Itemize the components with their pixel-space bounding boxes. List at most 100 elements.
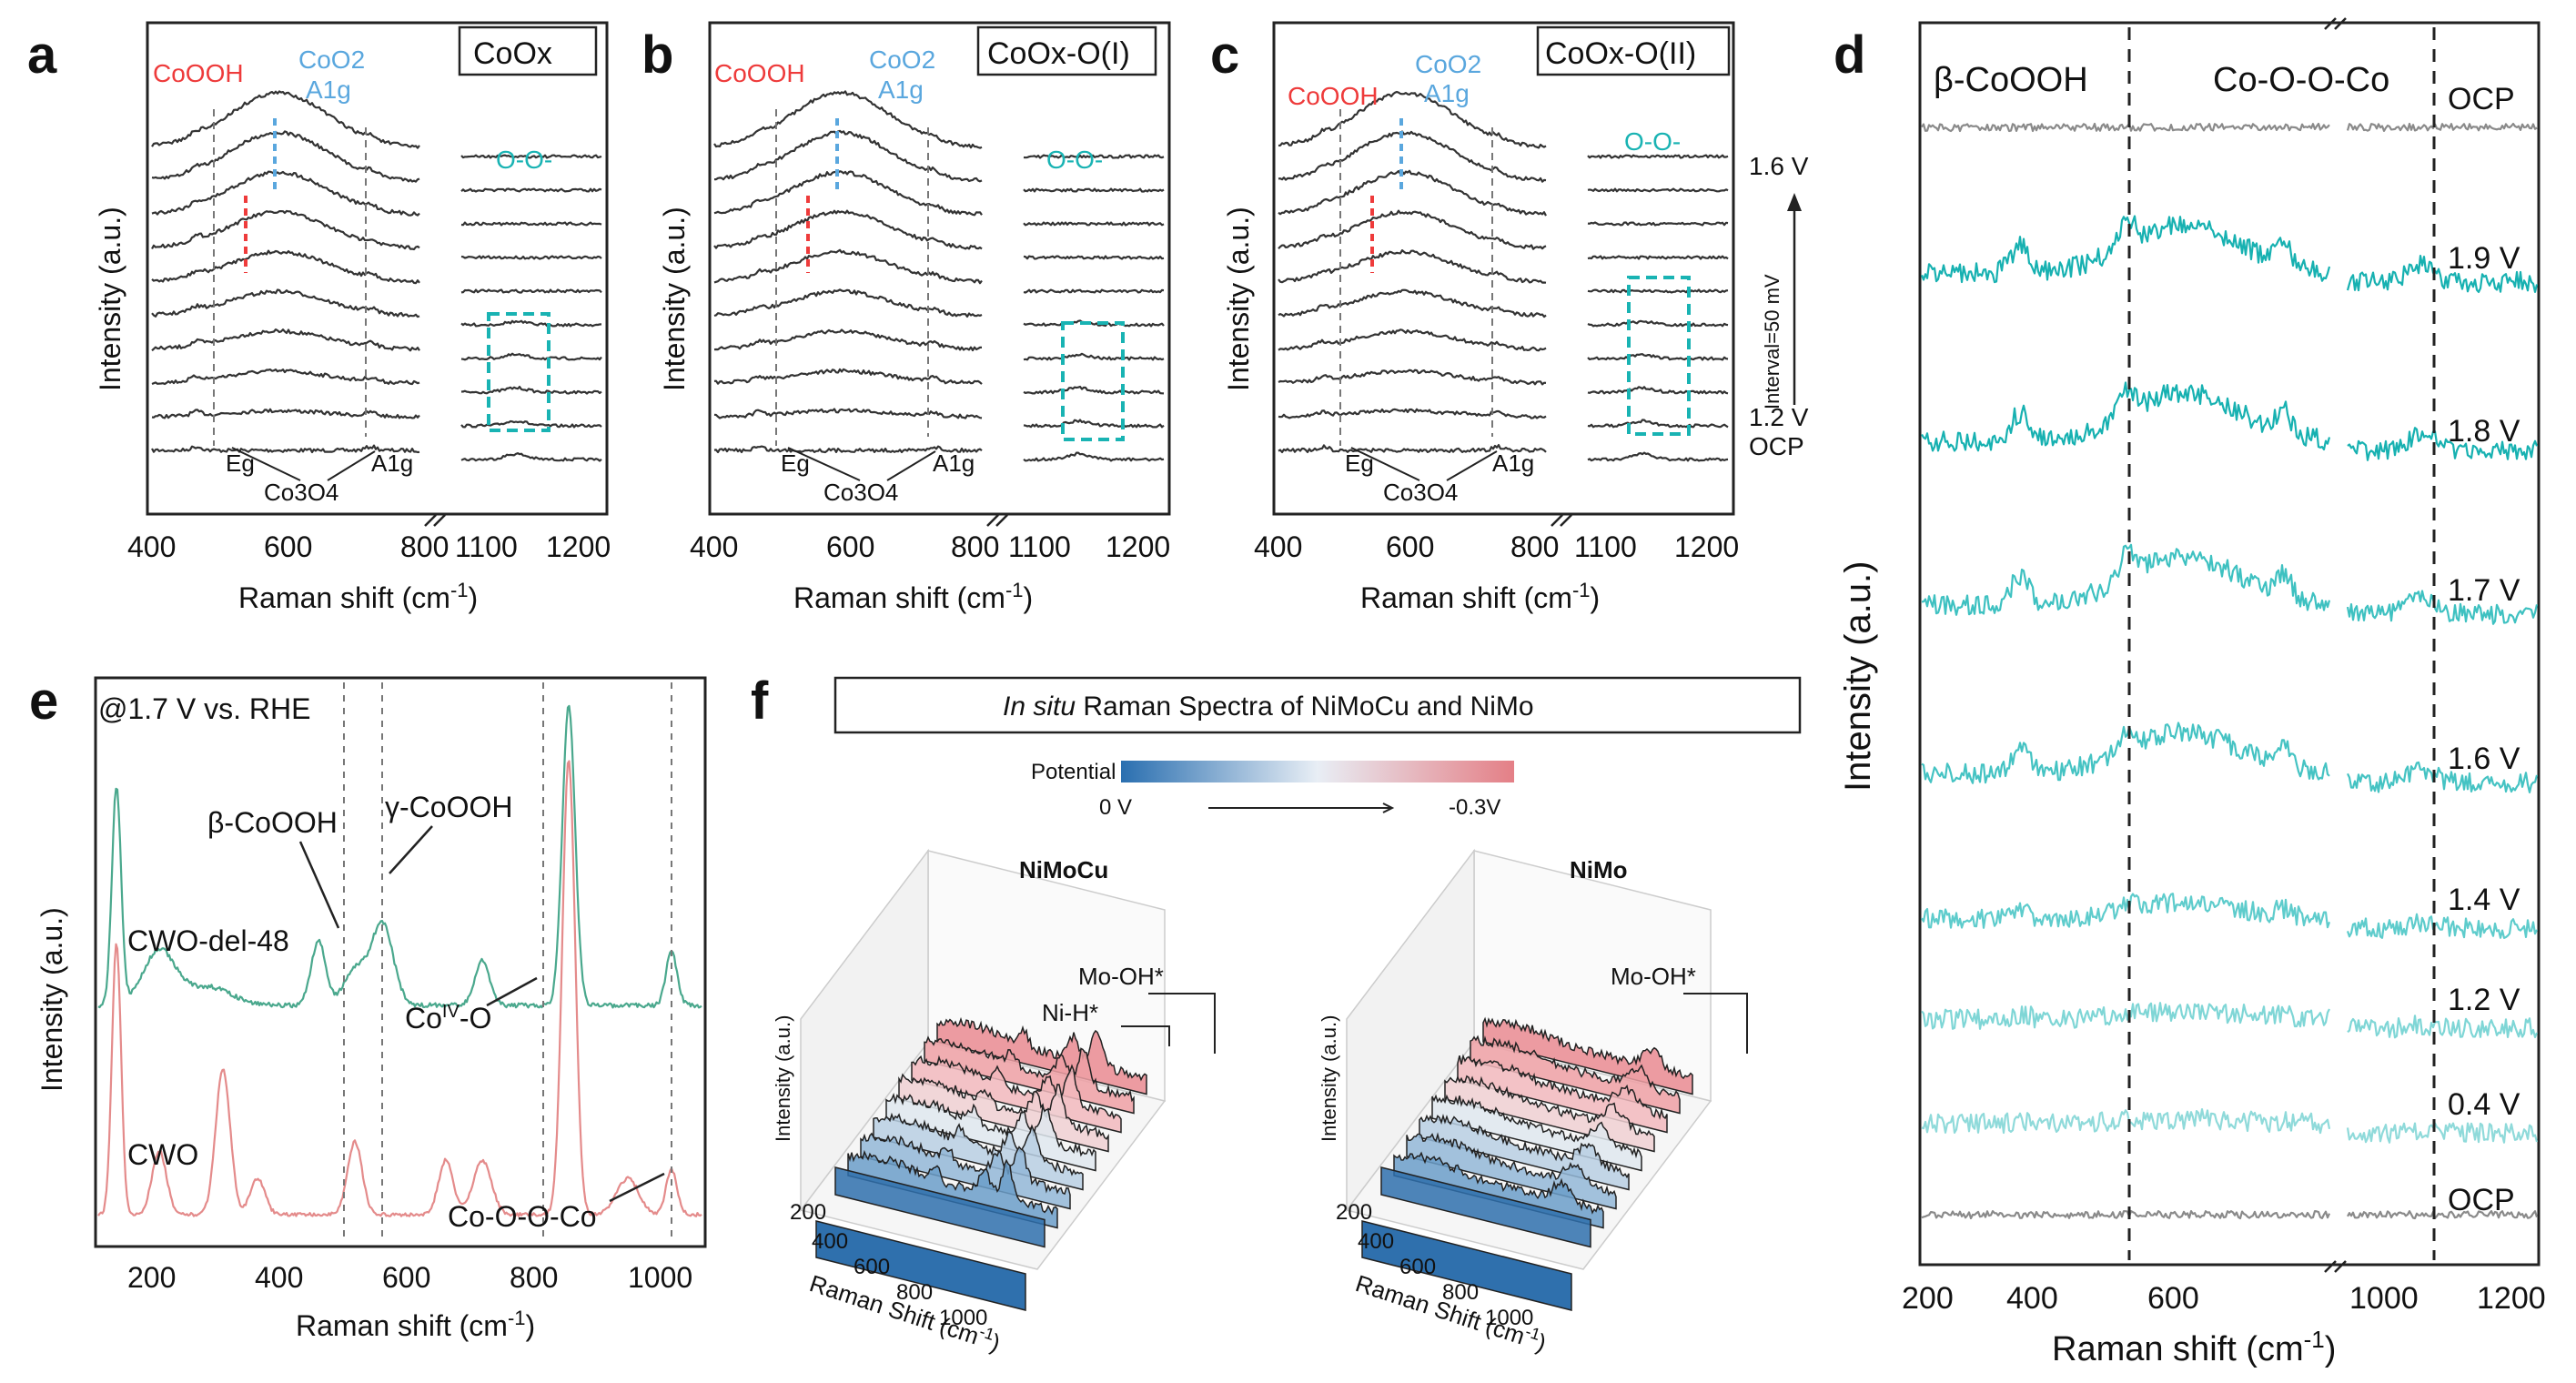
panel-f-left-tick-800: 800	[896, 1280, 933, 1305]
panel-a-oo-label: O-O-	[496, 146, 552, 174]
panel-f-right-tick-1000: 1000	[1485, 1306, 1533, 1330]
panel-a-trace-7-b	[460, 221, 602, 227]
panel-b-title: CoOx-O(I)	[987, 36, 1130, 71]
panel-a-trace-9-b	[460, 154, 602, 159]
panel-b-coo2-label: CoO2	[869, 45, 935, 74]
panel-c-trace-2-b	[1587, 386, 1729, 395]
panel-a-frame	[146, 21, 609, 516]
panel-f-right-tick-800: 800	[1442, 1280, 1479, 1305]
panel-a: a CoOx CoOOH CoO2 A1g O-O- Eg Co3O4 A1g …	[27, 21, 611, 614]
panel-a-trace-1-b	[460, 419, 602, 429]
panel-e-tick-400: 400	[255, 1261, 303, 1294]
panel-c-interval-arrowhead	[1787, 193, 1802, 211]
panel-b-trace-8-b	[1023, 187, 1165, 193]
panel-e-coooco-label: Co-O-O-Co	[448, 1200, 597, 1233]
panel-a-title-box	[458, 25, 598, 76]
panel-d-trace-7-a	[1921, 1108, 2331, 1135]
panel-b-trace-0-b	[1023, 451, 1165, 462]
panel-d-tick-600: 600	[2147, 1281, 2199, 1316]
panel-e-label: e	[29, 671, 58, 731]
panel-f-left-name: NiMoCu	[1019, 856, 1108, 883]
panel-c-ticks: 400 600 800 1100 1200	[1254, 530, 1739, 563]
panel-f-right-ylabel: Intensity (a.u.)	[1318, 1015, 1340, 1142]
panel-f-left-tick-1000: 1000	[939, 1306, 987, 1330]
panel-d-traces	[1920, 17, 2539, 1273]
panel-a-coo2-label: CoO2	[298, 45, 365, 74]
panel-b-tick-1200: 1200	[1106, 530, 1170, 563]
panel-c-coo2-label: CoO2	[1415, 50, 1481, 78]
panel-c-axis-break	[1551, 514, 1572, 527]
panel-e-coooco-arrow	[609, 1172, 665, 1203]
panel-c-title: CoOx-O(II)	[1545, 36, 1696, 71]
panel-b-trace-2-a	[713, 368, 983, 385]
panel-c-tick-1100: 1100	[1574, 530, 1637, 563]
panel-f-left-slice-6	[860, 1132, 1071, 1210]
panel-f-right-front-slab	[1361, 1220, 1572, 1311]
panel-c-tick-1200: 1200	[1674, 530, 1739, 563]
panel-d-trace-label-2: 1.8 V	[2448, 414, 2520, 449]
panel-f-left-ticks: 200 400 600 800 1000	[790, 1200, 987, 1330]
panel-f-left-tick-400: 400	[812, 1229, 848, 1254]
panel-a-tick-800: 800	[400, 530, 449, 563]
panel-c-cooh-label: CoOOH	[1288, 82, 1379, 110]
panel-b-traces	[713, 90, 1165, 527]
panel-d-trace-7-b	[2346, 1122, 2539, 1144]
panel-b-trace-6-b	[1023, 255, 1165, 260]
panel-d-trace-1-a	[1920, 215, 2331, 284]
panel-d-tick-400: 400	[2006, 1281, 2058, 1316]
panel-a-trace-9-a	[151, 90, 420, 149]
panel-d-trace-4-a	[1921, 722, 2330, 784]
panel-b-cooh-label: CoOOH	[714, 59, 805, 87]
panel-e-tick-1000: 1000	[628, 1261, 692, 1294]
panel-b-tick-400: 400	[690, 530, 738, 563]
panel-b-ylabel: Intensity (a.u.)	[658, 207, 691, 391]
panel-e-trace-cwo	[97, 760, 702, 1217]
panel-c-trace-3-b	[1587, 353, 1729, 361]
panel-b-tick-1100: 1100	[1008, 530, 1071, 563]
panel-e-xlabel: Raman shift (cm-1)	[296, 1307, 535, 1342]
panel-f-right-name: NiMo	[1570, 856, 1628, 883]
panel-d-trace-label-0: OCP	[2448, 82, 2515, 116]
panel-a-trace-1-a	[151, 408, 420, 419]
panel-e-title: @1.7 V vs. RHE	[98, 692, 310, 725]
panel-c-v-top: 1.6 V	[1749, 152, 1809, 180]
panel-f-left-slice-3	[898, 1073, 1109, 1153]
panel-c-a1g-label: A1g	[1424, 79, 1470, 107]
panel-c-trace-2-a	[1278, 368, 1547, 386]
panel-e-frame	[94, 676, 707, 1248]
panel-a-trace-4-b	[460, 319, 602, 328]
panel-a-axis-break	[424, 514, 446, 527]
panel-b-oo-label: O-O-	[1046, 146, 1103, 174]
panel-b-trace-9-a	[713, 90, 983, 149]
panel-a-tick-400: 400	[127, 530, 176, 563]
panel-a-trace-5-a	[151, 249, 420, 285]
panel-c-trace-5-a	[1278, 249, 1547, 284]
panel-c-tick-800: 800	[1510, 530, 1559, 563]
panel-a-xlabel: Raman shift (cm-1)	[238, 579, 478, 614]
panel-a-trace-8-b	[460, 187, 602, 193]
panel-a-trace-3-a	[151, 328, 420, 352]
panel-a-a1g-bottom: A1g	[371, 449, 413, 477]
panel-f-left-ylabel: Intensity (a.u.)	[772, 1015, 794, 1142]
panel-c-tick-600: 600	[1386, 530, 1434, 563]
panel-f-p0: 0 V	[1099, 795, 1132, 820]
panel-c-trace-3-a	[1278, 328, 1547, 352]
panel-d-trace-label-4: 1.6 V	[2448, 742, 2520, 776]
panel-d-trace-8-b	[2347, 1210, 2539, 1220]
panel-c-trace-9-a	[1278, 90, 1547, 149]
panel-d-ticks: 200 400 600 1000 1200	[1902, 1281, 2546, 1316]
panel-a-trace-6-b	[460, 255, 602, 260]
panel-b-trace-7-a	[713, 170, 983, 217]
panel-c-trace-6-a	[1278, 209, 1547, 250]
panel-c-oo-box	[1627, 276, 1691, 436]
panel-c: c CoOx-O(II) CoOOH CoO2 A1g O-O- Eg Co3O…	[1210, 21, 1809, 614]
panel-a-trace-2-b	[460, 386, 602, 395]
panel-f-left-front-slab	[815, 1220, 1026, 1311]
panel-b-trace-3-a	[713, 328, 982, 352]
panel-f-left-peak-leaders	[1121, 993, 1216, 1054]
panel-f-title-box	[833, 676, 1802, 734]
panel-f-title: In situ Raman Spectra of NiMoCu and NiMo	[1003, 692, 1534, 722]
panel-c-ocp: OCP	[1749, 432, 1804, 460]
panel-c-co3o4-arrows	[1350, 447, 1498, 481]
panel-b-trace-1-b	[1023, 419, 1165, 429]
